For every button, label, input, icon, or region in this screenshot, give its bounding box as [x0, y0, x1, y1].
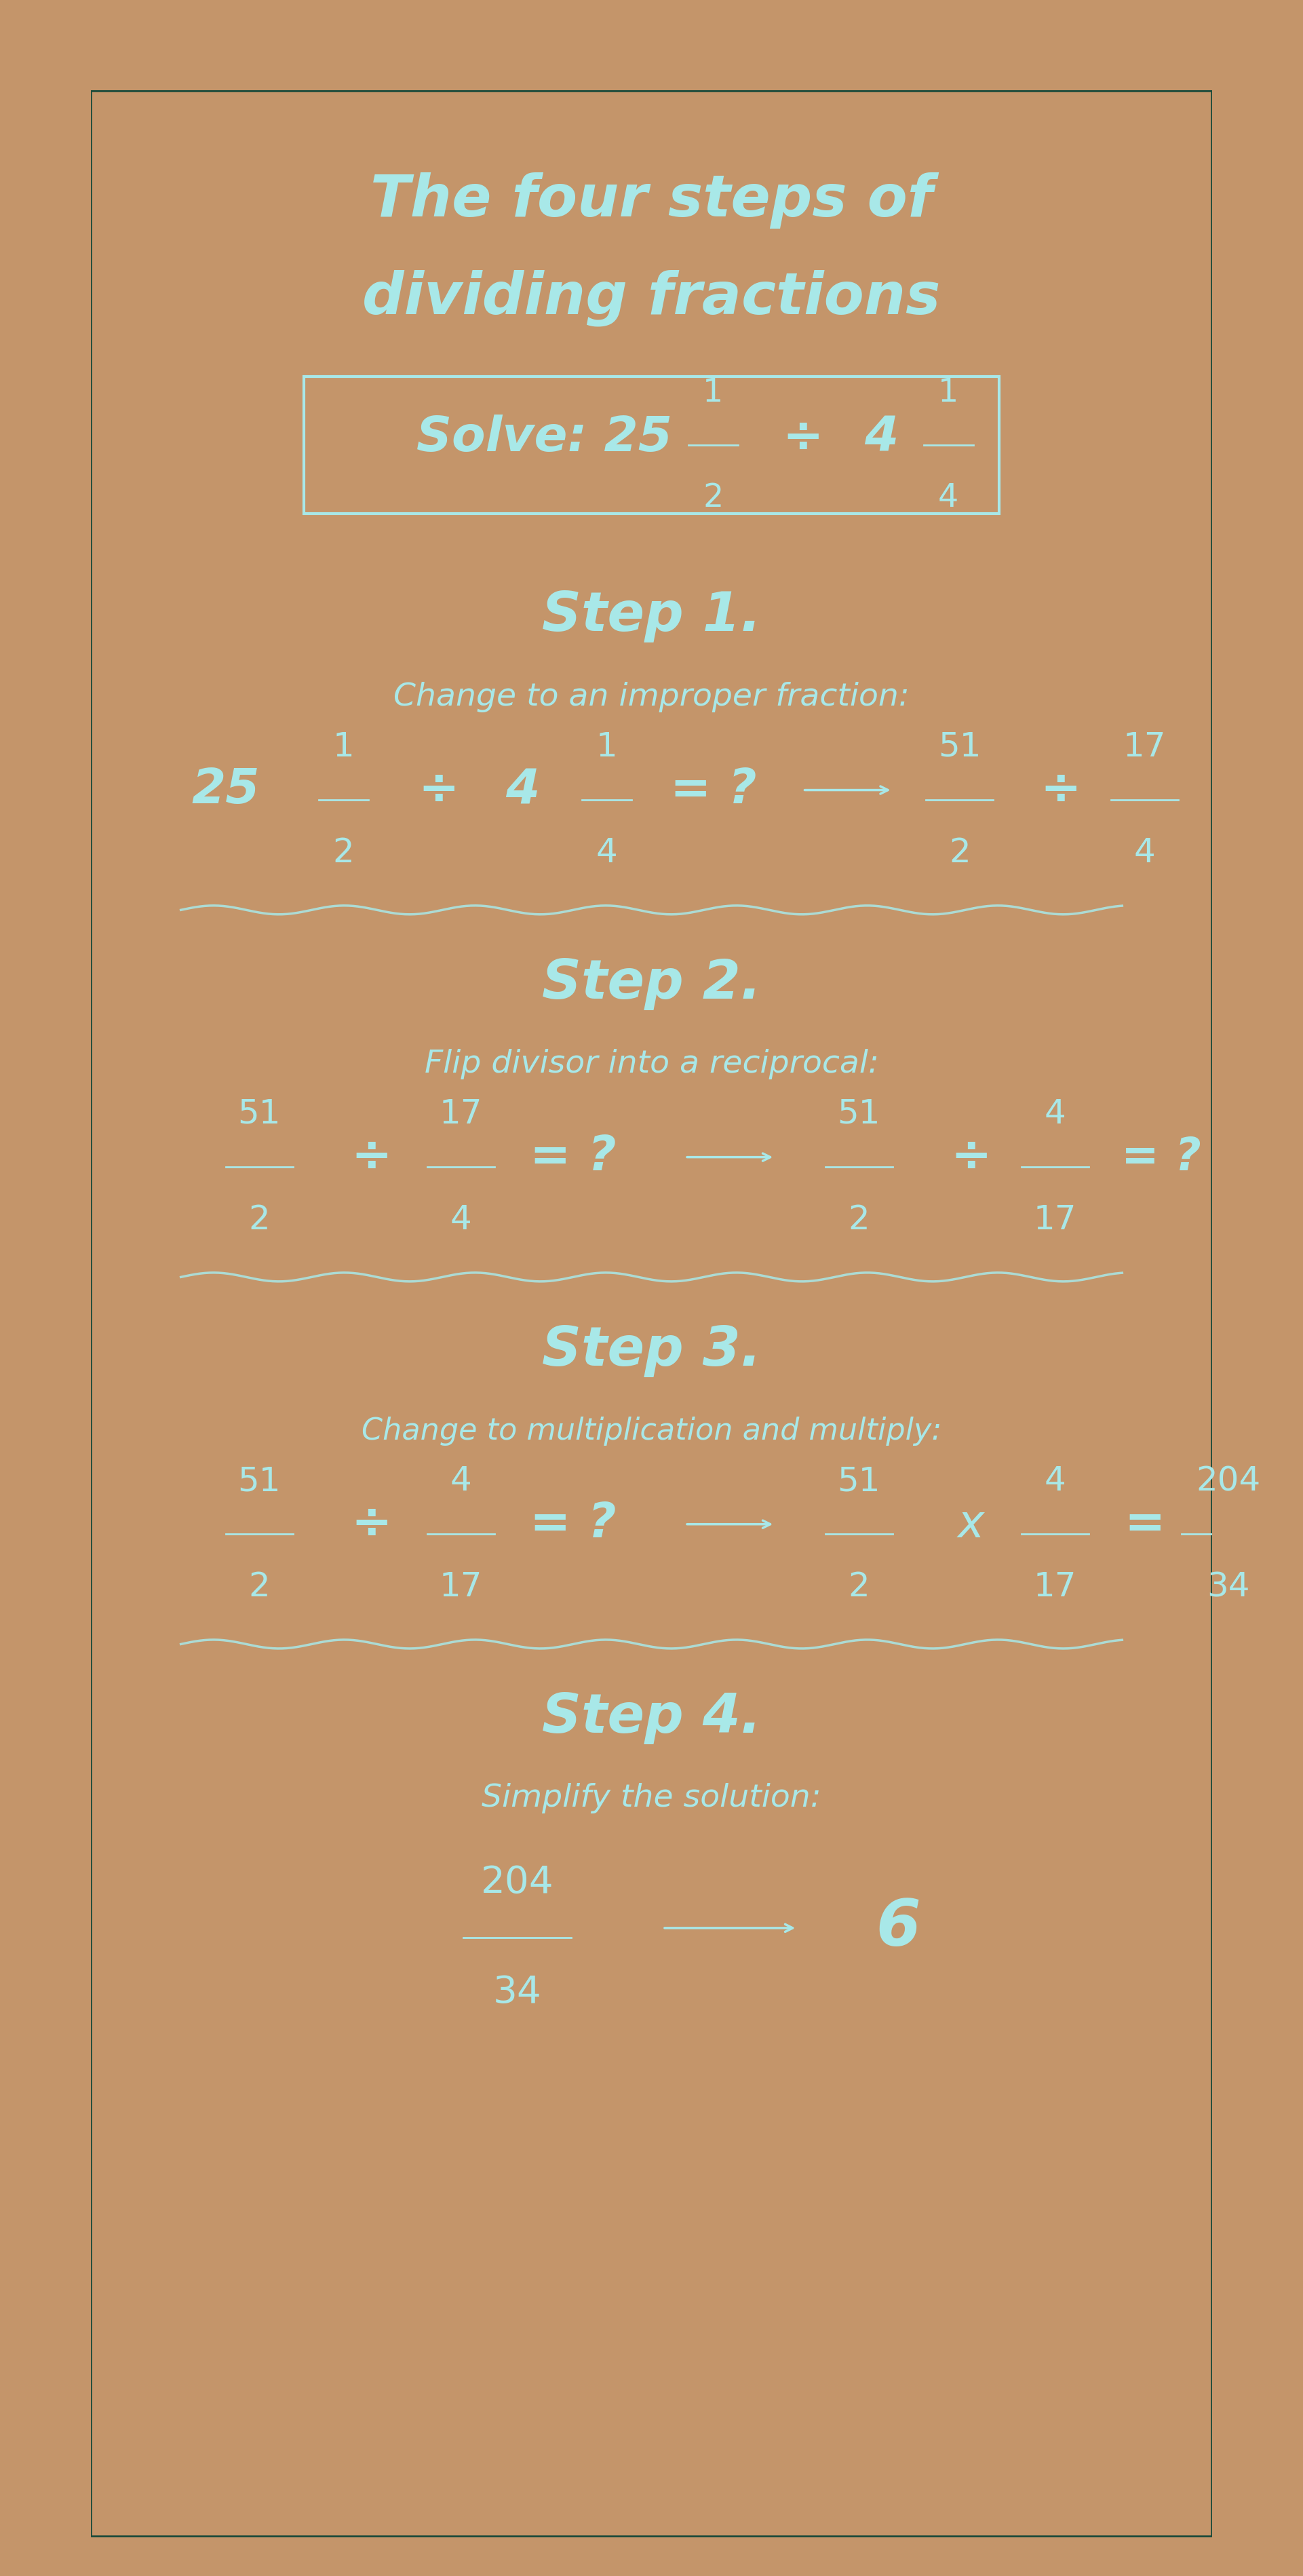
Text: = ?: = ? [670, 768, 756, 814]
Text: 2: 2 [702, 482, 723, 513]
Text: 2: 2 [949, 837, 971, 868]
Text: 17: 17 [1033, 1571, 1076, 1602]
Text: ÷: ÷ [418, 768, 459, 814]
Text: 4: 4 [1044, 1097, 1066, 1131]
Text: ÷: ÷ [1040, 768, 1081, 814]
Text: Simplify the solution:: Simplify the solution: [482, 1783, 821, 1814]
Text: ÷: ÷ [950, 1133, 992, 1180]
Text: 1: 1 [595, 732, 618, 762]
Text: 4: 4 [506, 768, 539, 814]
Text: 6: 6 [876, 1896, 920, 1960]
Text: x: x [958, 1502, 984, 1546]
Text: 204: 204 [481, 1865, 554, 1901]
Text: = ?: = ? [530, 1133, 616, 1180]
Text: Change to multiplication and multiply:: Change to multiplication and multiply: [361, 1417, 942, 1445]
Text: 25: 25 [192, 768, 259, 814]
Text: 34: 34 [493, 1973, 541, 2012]
Text: Change to an improper fraction:: Change to an improper fraction: [394, 683, 909, 714]
Text: Solve: 25: Solve: 25 [416, 415, 672, 461]
Text: 2: 2 [332, 837, 354, 868]
Text: 4: 4 [1134, 837, 1156, 868]
Text: =: = [1124, 1502, 1165, 1548]
Text: ÷: ÷ [351, 1502, 392, 1548]
Text: 4: 4 [451, 1466, 472, 1497]
Text: 204: 204 [1196, 1466, 1261, 1497]
Text: 51: 51 [237, 1097, 281, 1131]
Text: 51: 51 [838, 1466, 881, 1497]
Text: ÷: ÷ [782, 415, 823, 461]
Text: 2: 2 [848, 1571, 869, 1602]
Text: ÷: ÷ [351, 1133, 392, 1180]
Text: dividing fractions: dividing fractions [362, 270, 941, 327]
Text: 51: 51 [237, 1466, 281, 1497]
Text: 51: 51 [838, 1097, 881, 1131]
Text: 4: 4 [451, 1203, 472, 1236]
Text: Step 3.: Step 3. [542, 1324, 761, 1378]
Text: The four steps of: The four steps of [370, 173, 933, 229]
Text: 34: 34 [1207, 1571, 1250, 1602]
Text: 2: 2 [848, 1203, 869, 1236]
Text: = ?: = ? [1122, 1136, 1201, 1180]
Text: 1: 1 [332, 732, 354, 762]
Text: Step 4.: Step 4. [542, 1690, 761, 1744]
Text: Flip divisor into a reciprocal:: Flip divisor into a reciprocal: [425, 1048, 878, 1079]
Text: 4: 4 [938, 482, 959, 513]
Text: Step 2.: Step 2. [542, 956, 761, 1010]
Text: = ?: = ? [530, 1502, 616, 1548]
Text: 17: 17 [439, 1571, 482, 1602]
Text: Step 1.: Step 1. [542, 590, 761, 644]
Text: 2: 2 [249, 1203, 270, 1236]
Text: 17: 17 [1123, 732, 1166, 762]
Text: 17: 17 [439, 1097, 482, 1131]
Text: 4: 4 [1044, 1466, 1066, 1497]
Text: 51: 51 [938, 732, 981, 762]
Text: 4: 4 [864, 415, 898, 461]
Text: 17: 17 [1033, 1203, 1076, 1236]
Text: 1: 1 [702, 376, 723, 407]
Text: 1: 1 [938, 376, 959, 407]
Text: 2: 2 [249, 1571, 270, 1602]
Text: 4: 4 [595, 837, 618, 868]
